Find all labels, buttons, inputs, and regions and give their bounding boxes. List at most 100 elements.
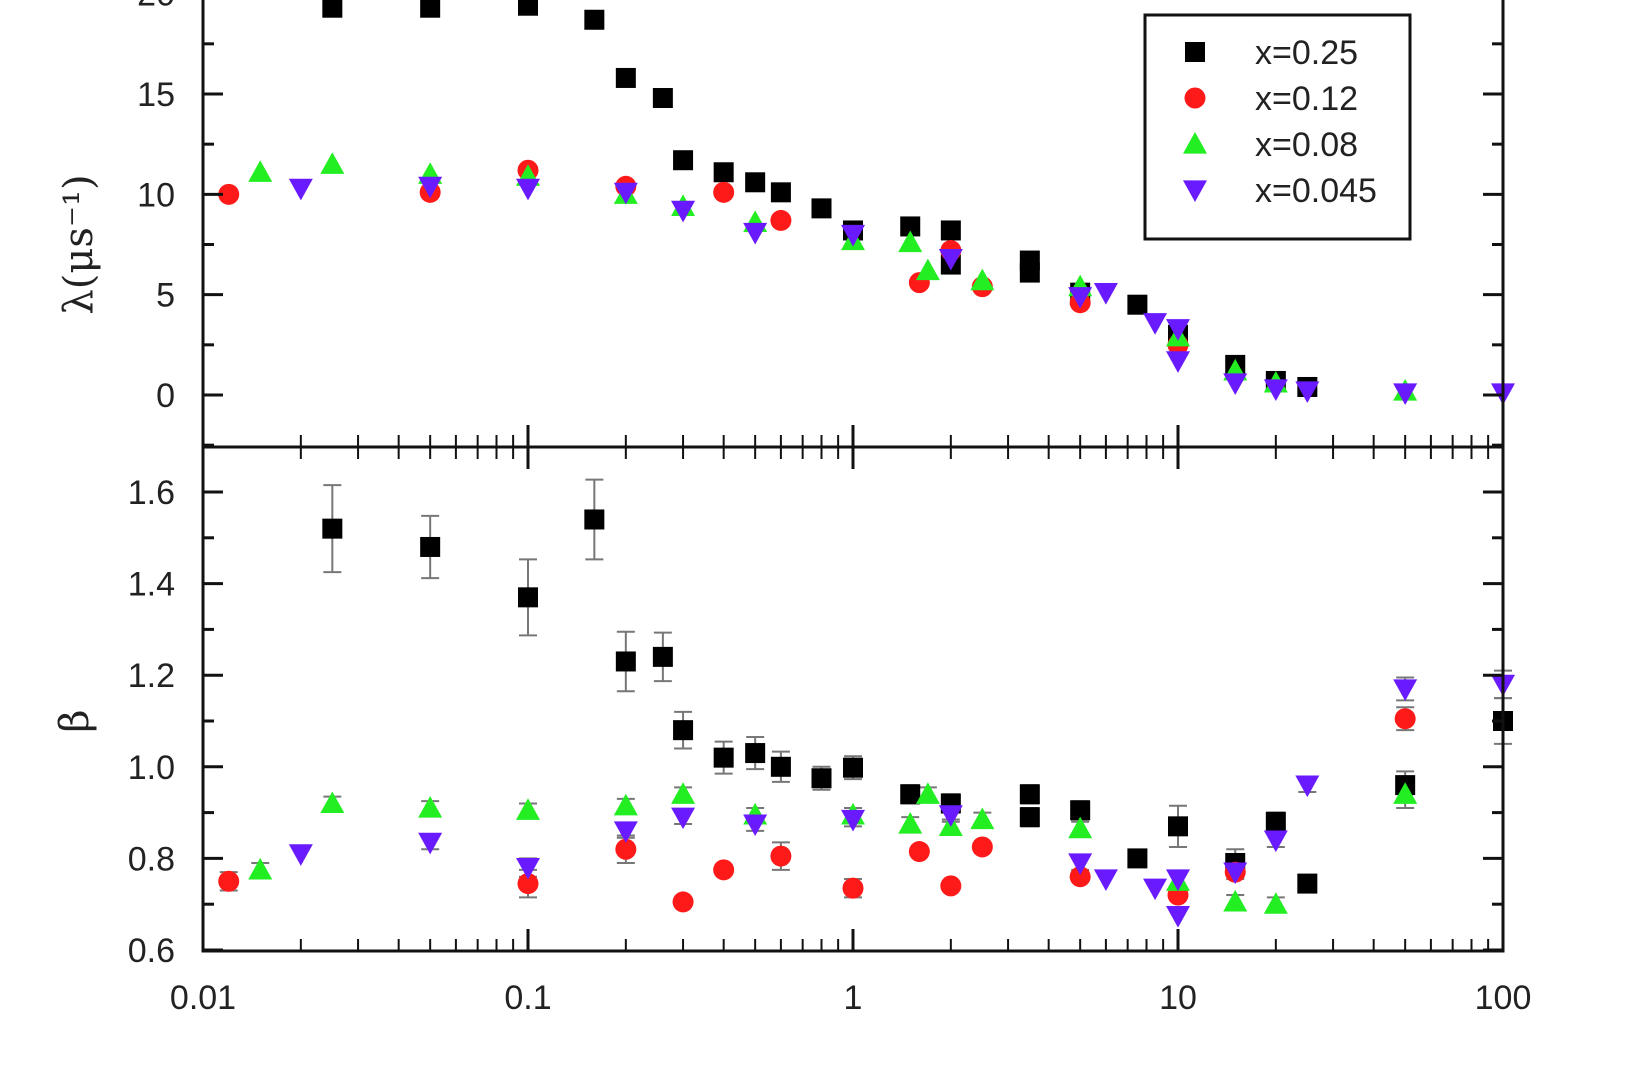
beta-point-square (322, 518, 343, 539)
beta-point-triangle-up (320, 791, 345, 814)
lambda-point-square (652, 88, 673, 109)
beta-point-triangle-down (516, 857, 540, 880)
legend-marker-triangle-up (1183, 132, 1207, 154)
lambda-point-square (745, 172, 766, 193)
beta-point-triangle-up (1223, 889, 1248, 912)
lambda-panel: 0 5 10 15 λ(μs⁻¹) 20 (56, 0, 1515, 449)
beta-point-triangle-up (1068, 816, 1093, 839)
lambda-point-circle (218, 183, 240, 205)
beta-point-square (420, 536, 441, 557)
y-tick-label: 1.2 (128, 657, 175, 695)
beta-point-triangle-down (288, 844, 313, 866)
y-tick-label: 1.6 (128, 474, 175, 512)
beta-plot-frame (201, 445, 1505, 953)
beta-point-triangle-up (516, 798, 540, 820)
beta-point-square (770, 756, 791, 777)
lambda-point-triangle-down (1166, 319, 1190, 341)
beta-point-triangle-up (1393, 782, 1418, 804)
lambda-point-square (1019, 262, 1040, 283)
beta-point-square (745, 743, 766, 764)
legend-label: x=0.08 (1255, 126, 1358, 164)
lambda-point-square (770, 182, 791, 203)
beta-point-circle (218, 870, 240, 892)
legend-marker-square (1185, 42, 1205, 62)
lambda-y-tick-label-partial: 20 (137, 0, 175, 14)
lambda-point-triangle-down (613, 182, 638, 205)
y-tick-label: 10 (137, 176, 175, 214)
y-tick-label: 0.8 (128, 840, 175, 878)
beta-point-triangle-down (1143, 878, 1168, 901)
beta-point-square (713, 747, 734, 768)
beta-point-square (1019, 807, 1040, 828)
lambda-x-ticks (201, 425, 1505, 447)
beta-point-circle (908, 841, 930, 863)
legend-label: x=0.045 (1255, 172, 1377, 210)
lambda-point-triangle-down (516, 178, 540, 201)
beta-point-square (900, 784, 921, 805)
beta-point-square (673, 720, 694, 741)
legend-label: x=0.25 (1255, 34, 1358, 72)
beta-point-triangle-down (1263, 830, 1288, 853)
lambda-point-square (1127, 294, 1148, 315)
beta-point-circle (842, 877, 864, 899)
lambda-point-triangle-up (898, 230, 923, 253)
y-tick-label: 5 (156, 277, 175, 315)
lambda-point-square (615, 67, 636, 88)
beta-point-square (1265, 811, 1286, 832)
lambda-point-triangle-up (248, 160, 273, 182)
beta-point-triangle-down (1166, 869, 1190, 892)
lambda-point-triangle-down (1295, 381, 1320, 403)
beta-point-triangle-down (1166, 906, 1190, 928)
lambda-point-square (713, 162, 734, 183)
beta-data-marks (218, 509, 1515, 928)
beta-point-triangle-up (671, 782, 696, 804)
lambda-point-triangle-down (1223, 373, 1248, 395)
beta-point-circle (672, 891, 694, 913)
legend-label: x=0.12 (1255, 80, 1358, 118)
legend-entries: x=0.25 x=0.12 x=0.08 x=0.045 (1183, 34, 1377, 210)
beta-point-triangle-up (915, 782, 940, 804)
beta-point-triangle-down (938, 805, 963, 827)
beta-point-triangle-down (1068, 853, 1093, 875)
beta-point-triangle-up (613, 793, 638, 816)
beta-point-circle (615, 838, 637, 860)
lambda-point-triangle-down (1263, 379, 1288, 401)
lambda-point-triangle-down (743, 222, 768, 245)
beta-panel: 0.6 0.8 1.0 1.2 1.4 1.6 0.01 0.1 1 10 100 β (52, 444, 1532, 1017)
y-tick-label: 15 (137, 76, 175, 114)
lambda-point-triangle-down (1166, 351, 1190, 373)
beta-point-triangle-up (898, 812, 923, 834)
legend: x=0.25 x=0.12 x=0.08 x=0.045 (1143, 13, 1412, 241)
lambda-point-square (584, 9, 605, 30)
beta-point-circle (1069, 866, 1091, 888)
beta-point-square (1019, 784, 1040, 805)
beta-point-square (843, 757, 863, 778)
lambda-point-square (811, 198, 832, 219)
legend-marker-triangle-down (1183, 180, 1207, 202)
x-tick-label: 0.01 (170, 979, 236, 1017)
beta-point-triangle-down (671, 807, 696, 830)
beta-point-circle (713, 859, 735, 881)
lambda-point-square (322, 0, 343, 18)
x-tick-label: 100 (1475, 979, 1532, 1017)
y-tick-label: 0.6 (128, 932, 175, 970)
beta-point-square (1127, 848, 1148, 869)
beta-point-square (518, 587, 538, 608)
lambda-y-axis-label: λ(μs⁻¹) (56, 174, 102, 314)
lambda-point-triangle-down (1393, 383, 1418, 405)
beta-point-triangle-down (418, 832, 443, 855)
beta-point-circle (971, 836, 993, 858)
beta-point-triangle-down (841, 809, 865, 832)
lambda-point-square (420, 0, 441, 18)
lambda-point-circle (770, 209, 792, 231)
x-tick-label: 1 (844, 979, 863, 1017)
beta-point-triangle-down (613, 821, 638, 843)
x-tick-label: 0.1 (504, 979, 551, 1017)
lambda-point-circle (713, 181, 735, 203)
y-tick-label: 1.0 (128, 749, 175, 787)
lambda-point-triangle-up (320, 152, 345, 174)
lambda-point-triangle-up (970, 268, 995, 291)
lambda-point-square (518, 0, 538, 16)
beta-point-triangle-up (970, 807, 995, 830)
